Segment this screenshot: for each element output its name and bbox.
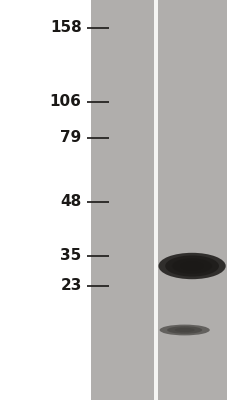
Text: 48: 48 [60, 194, 81, 210]
Ellipse shape [158, 253, 225, 279]
Text: 23: 23 [60, 278, 81, 294]
Text: 79: 79 [60, 130, 81, 146]
Text: 106: 106 [49, 94, 81, 110]
Ellipse shape [159, 325, 209, 335]
Ellipse shape [174, 328, 194, 332]
Bar [91, 0, 153, 400]
Ellipse shape [171, 258, 211, 274]
Text: 158: 158 [50, 20, 81, 36]
Bar [0, 0, 91, 400]
Text: 35: 35 [60, 248, 81, 264]
Bar [153, 0, 157, 400]
Ellipse shape [164, 256, 218, 276]
Ellipse shape [166, 326, 201, 334]
Bar [157, 0, 227, 400]
Ellipse shape [180, 261, 203, 271]
